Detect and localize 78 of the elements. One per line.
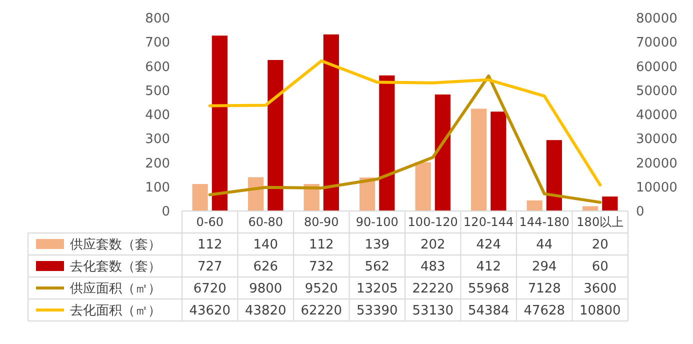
bar [471, 108, 487, 211]
legend-label: 供应面积（㎡） [70, 280, 161, 297]
x-tick-label: 180以上 [576, 215, 624, 230]
y-tick-label: 100 [145, 180, 170, 196]
bar [379, 75, 395, 211]
x-tick-label: 0-60 [196, 215, 224, 230]
y2-tick-label: 20000 [636, 156, 678, 172]
data-label: 55968 [468, 282, 510, 297]
data-label: 53130 [412, 304, 454, 319]
data-label: 10800 [579, 304, 621, 319]
data-label: 20 [592, 238, 608, 253]
data-label: 294 [532, 260, 557, 275]
data-label: 732 [308, 260, 334, 275]
bar [582, 206, 598, 211]
y-tick-label: 500 [145, 84, 170, 99]
data-label: 9800 [249, 282, 282, 297]
bar [248, 177, 264, 211]
x-tick-label: 80-90 [304, 215, 339, 230]
data-label: 727 [197, 260, 222, 275]
data-label: 112 [197, 238, 222, 253]
y2-tick-label: 40000 [636, 108, 678, 124]
data-label: 7128 [528, 282, 561, 297]
data-label: 139 [364, 238, 390, 253]
data-label: 6720 [193, 282, 226, 297]
data-label: 47628 [524, 304, 566, 319]
bar [415, 162, 431, 211]
y-tick-label: 0 [162, 204, 170, 220]
y-tick-label: 300 [145, 132, 170, 148]
y-tick-label: 800 [145, 12, 170, 27]
data-label: 43820 [244, 304, 286, 319]
y-tick-label: 200 [145, 156, 170, 172]
data-label: 412 [476, 260, 502, 275]
line-series [208, 74, 602, 204]
data-label: 53390 [356, 304, 398, 319]
data-label: 140 [253, 238, 278, 253]
y2-tick-label: 10000 [636, 180, 678, 196]
legend-label: 去化面积（㎡） [70, 304, 161, 319]
x-tick-label: 90-100 [356, 215, 398, 230]
bar [546, 140, 562, 211]
data-label: 3600 [584, 282, 617, 297]
bar [526, 200, 542, 211]
y2-tick-label: 80000 [636, 12, 678, 27]
y-tick-label: 700 [145, 36, 170, 51]
x-tick-label: 100-120 [408, 215, 458, 230]
data-label: 202 [420, 238, 446, 253]
data-label: 483 [420, 260, 446, 275]
line-series [208, 59, 602, 186]
y-tick-label: 400 [145, 108, 170, 124]
y2-tick-label: 0 [636, 204, 644, 220]
data-label: 54384 [468, 304, 510, 319]
y2-tick-label: 30000 [636, 132, 678, 148]
bar [268, 60, 284, 211]
data-label: 60 [592, 260, 608, 275]
data-label: 562 [364, 260, 390, 275]
bar [602, 196, 618, 211]
data-label: 626 [253, 260, 278, 275]
data-label: 44 [536, 238, 553, 253]
data-label: 43620 [189, 304, 231, 319]
bar [323, 34, 339, 211]
legend-label: 去化套数（套） [70, 260, 161, 275]
y-tick-label: 600 [145, 60, 170, 75]
data-label: 22220 [412, 282, 454, 297]
y2-tick-label: 70000 [636, 36, 678, 51]
y2-tick-label: 60000 [636, 60, 678, 75]
bar [490, 112, 506, 211]
data-label: 62220 [300, 304, 342, 319]
data-label: 13205 [356, 282, 398, 297]
x-tick-label: 144-180 [519, 215, 570, 230]
bar [434, 94, 450, 211]
data-label: 112 [308, 238, 334, 253]
bar [212, 36, 228, 211]
legend-label: 供应套数（套） [70, 236, 161, 253]
data-label: 9520 [304, 282, 338, 297]
y2-tick-label: 50000 [636, 84, 678, 99]
bar [192, 184, 208, 211]
x-tick-label: 60-80 [248, 215, 284, 230]
data-label: 424 [476, 238, 502, 253]
x-tick-label: 120-144 [464, 215, 514, 230]
